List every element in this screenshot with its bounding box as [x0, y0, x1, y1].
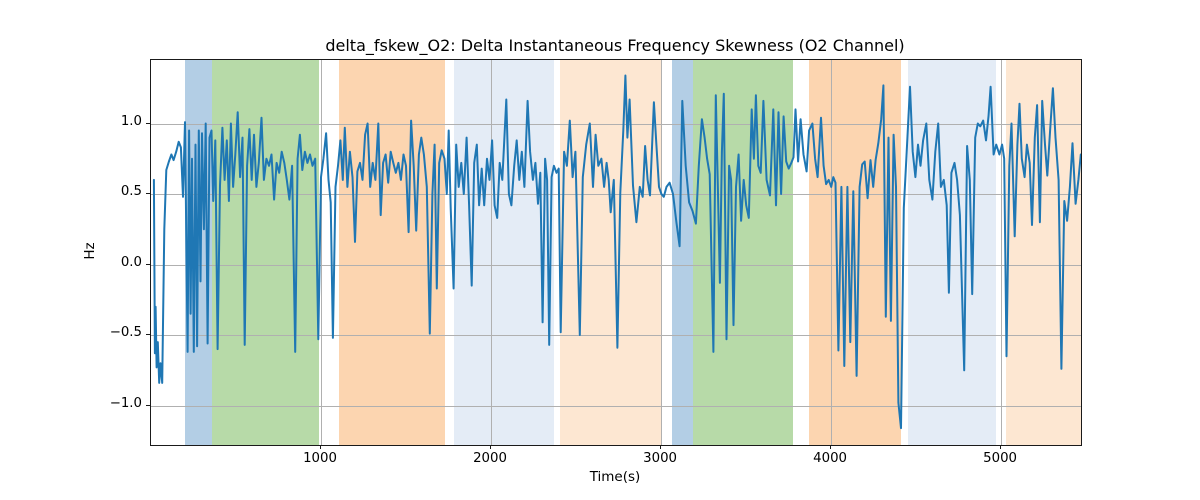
chart-title: delta_fskew_O2: Delta Instantaneous Freq… [325, 36, 905, 55]
y-tick-mark [146, 334, 150, 335]
y-tick-mark [146, 193, 150, 194]
y-tick-mark [146, 263, 150, 265]
y-tick-label: 0.0 [120, 254, 142, 270]
y-grid-line [151, 123, 1081, 125]
x-tick-label: 5000 [983, 451, 1018, 466]
trace-canvas [152, 74, 1081, 430]
y-axis-label: Hz [82, 242, 98, 260]
plot-area [150, 59, 1082, 446]
x-tick-label: 1000 [303, 451, 337, 466]
x-grid-line [1001, 60, 1003, 445]
x-tick-label: 4000 [813, 451, 848, 466]
stage-band-blue [671, 60, 694, 445]
x-tick-label: 2000 [473, 451, 507, 466]
x-tick-mark [1000, 445, 1002, 449]
x-grid-line [491, 60, 492, 445]
x-tick-mark [830, 445, 832, 449]
x-tick-label: 3000 [643, 451, 678, 466]
y-tick-mark [146, 404, 150, 406]
y-tick-label: −1.0 [109, 395, 142, 411]
y-tick-label: −0.5 [109, 325, 142, 340]
y-grid-line [151, 335, 1081, 336]
x-axis-label: Time(s) [589, 469, 641, 485]
x-grid-line [321, 60, 322, 445]
x-tick-mark [320, 445, 321, 449]
x-tick-mark [490, 445, 491, 449]
y-tick-mark [146, 122, 150, 124]
y-tick-label: 0.5 [120, 184, 142, 199]
y-grid-line [151, 405, 1081, 407]
y-tick-label: 1.0 [120, 113, 142, 129]
y-grid-line [151, 194, 1081, 195]
x-tick-mark [660, 445, 662, 449]
x-grid-line [831, 60, 833, 445]
x-grid-line [661, 60, 663, 445]
trace-line-delta_fskew_O2 [152, 74, 1081, 430]
